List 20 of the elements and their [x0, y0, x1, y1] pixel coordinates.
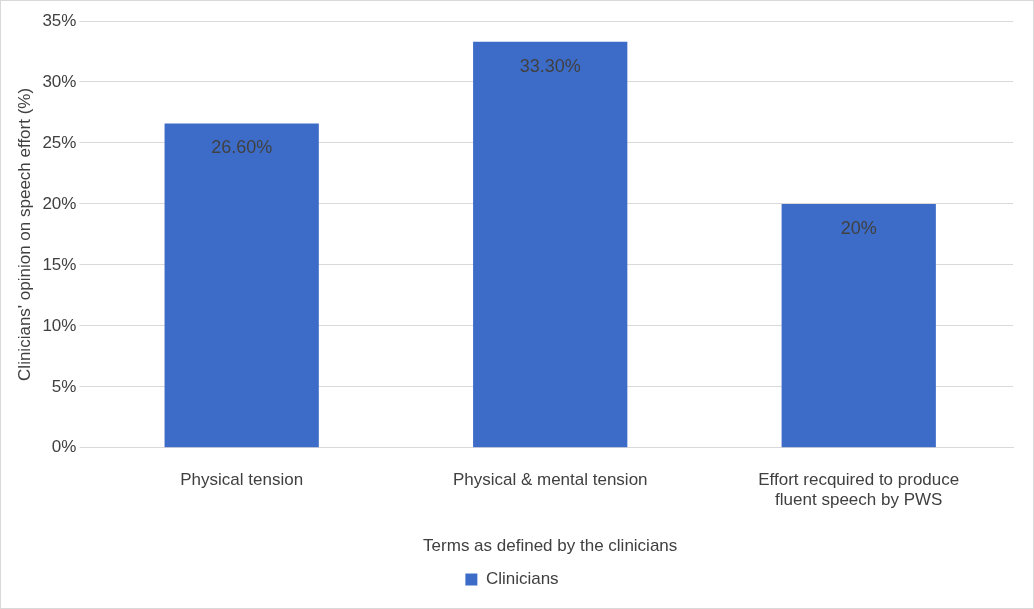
- x-axis-title: Terms as defined by the clinicians: [423, 536, 678, 556]
- y-tick-label: 5%: [51, 376, 77, 396]
- y-tick-label: 0%: [51, 437, 77, 457]
- legend-label: Clinicians: [485, 569, 559, 589]
- y-tick-label: 35%: [42, 10, 77, 30]
- y-tick-label: 20%: [42, 193, 77, 213]
- y-tick-label: 30%: [42, 71, 77, 91]
- bar: [164, 123, 319, 448]
- bar: [781, 203, 936, 448]
- y-tick-label: 10%: [42, 315, 77, 335]
- y-tick-label: 25%: [42, 132, 77, 152]
- data-label: 20%: [840, 217, 877, 238]
- data-label: 26.60%: [211, 137, 273, 158]
- x-tick-label: Physical & mental tension: [452, 469, 648, 489]
- x-tick-label: Physical tension: [180, 469, 304, 489]
- data-label: 33.30%: [519, 55, 581, 76]
- x-tick-label: Effort recquired to produce fluent speech by PWS: [758, 469, 960, 510]
- bar: [473, 41, 628, 448]
- y-axis-title: Clinicians' opinion on speech effort (%): [14, 87, 34, 381]
- y-tick-label: 15%: [42, 254, 77, 274]
